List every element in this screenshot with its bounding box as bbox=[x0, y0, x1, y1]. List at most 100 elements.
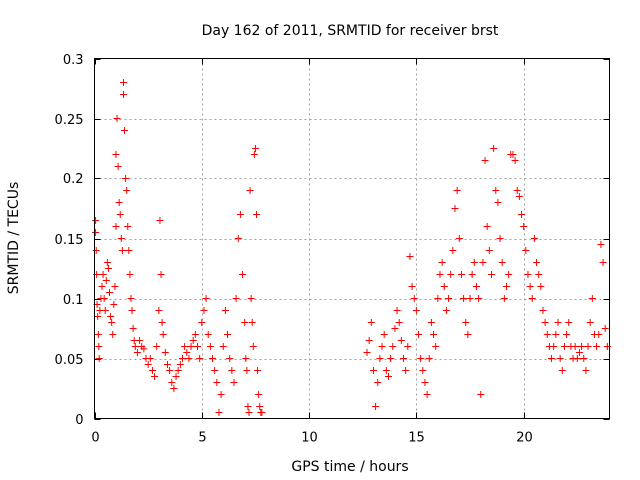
data-point bbox=[157, 271, 165, 278]
data-point bbox=[425, 355, 433, 362]
data-point bbox=[492, 187, 500, 194]
data-point bbox=[115, 199, 123, 206]
data-point bbox=[228, 367, 236, 374]
data-point bbox=[421, 379, 429, 386]
data-point bbox=[453, 187, 461, 194]
data-point bbox=[432, 343, 440, 350]
data-point bbox=[254, 367, 262, 374]
data-point bbox=[550, 343, 558, 350]
data-point bbox=[161, 349, 169, 356]
data-point bbox=[117, 235, 125, 242]
data-point bbox=[198, 319, 206, 326]
data-point bbox=[451, 205, 459, 212]
data-point bbox=[114, 163, 122, 170]
data-point bbox=[191, 331, 199, 338]
data-point bbox=[246, 187, 254, 194]
data-point bbox=[530, 235, 538, 242]
x-tick-labels: 0 5 10 15 20 bbox=[91, 431, 532, 446]
data-point bbox=[513, 187, 521, 194]
data-point bbox=[477, 391, 485, 398]
data-point bbox=[178, 355, 186, 362]
y-tick-label: 0.15 bbox=[55, 233, 84, 248]
data-point bbox=[391, 325, 399, 332]
x-tick-label: 15 bbox=[408, 431, 425, 446]
data-point bbox=[166, 367, 174, 374]
data-point bbox=[107, 313, 115, 320]
data-point bbox=[183, 349, 191, 356]
data-point bbox=[402, 367, 410, 374]
data-point bbox=[181, 343, 189, 350]
data-point bbox=[575, 349, 583, 356]
data-point bbox=[122, 175, 130, 182]
data-points bbox=[92, 79, 611, 416]
data-point bbox=[255, 391, 263, 398]
x-axis-label: GPS time / hours bbox=[291, 459, 408, 475]
x-tick-label: 10 bbox=[301, 431, 318, 446]
data-point bbox=[560, 343, 568, 350]
data-point bbox=[595, 331, 603, 338]
data-point bbox=[194, 343, 201, 350]
data-point bbox=[156, 217, 164, 224]
data-point bbox=[153, 343, 161, 350]
data-point bbox=[522, 247, 530, 254]
data-point bbox=[112, 223, 120, 230]
data-point bbox=[485, 247, 493, 254]
data-point bbox=[533, 259, 541, 266]
data-point bbox=[163, 361, 171, 368]
data-point bbox=[92, 217, 100, 224]
data-point bbox=[541, 319, 549, 326]
data-point bbox=[253, 211, 261, 218]
data-point bbox=[455, 235, 463, 242]
data-point bbox=[103, 259, 111, 266]
data-point bbox=[234, 235, 242, 242]
data-point bbox=[470, 259, 478, 266]
data-point bbox=[363, 349, 371, 356]
data-point bbox=[556, 355, 564, 362]
data-point bbox=[92, 229, 100, 236]
data-point bbox=[174, 367, 182, 374]
data-point bbox=[387, 355, 395, 362]
data-point bbox=[552, 331, 560, 338]
data-point bbox=[95, 355, 103, 362]
data-point bbox=[94, 331, 102, 338]
data-point bbox=[367, 319, 375, 326]
data-point bbox=[239, 271, 247, 278]
data-point bbox=[125, 247, 133, 254]
data-point bbox=[128, 307, 136, 314]
y-tick-labels: 0 0.05 0.1 0.15 0.2 0.25 0.3 bbox=[55, 53, 84, 428]
data-point bbox=[505, 271, 513, 278]
data-point bbox=[490, 145, 498, 152]
data-point bbox=[189, 337, 197, 344]
data-point bbox=[168, 379, 176, 386]
data-point bbox=[400, 355, 407, 362]
data-point bbox=[151, 373, 159, 380]
data-point bbox=[464, 331, 472, 338]
data-point bbox=[121, 127, 129, 134]
y-axis-label: SRMTID / TECUs bbox=[6, 182, 22, 295]
data-point bbox=[571, 343, 579, 350]
y-tick-label: 0 bbox=[75, 413, 83, 428]
data-point bbox=[408, 283, 416, 290]
data-point bbox=[582, 367, 590, 374]
data-point bbox=[430, 331, 438, 338]
y-tick-label: 0.25 bbox=[55, 113, 84, 128]
y-tick-label: 0.05 bbox=[55, 353, 84, 368]
data-point bbox=[140, 345, 148, 353]
data-point bbox=[131, 343, 139, 350]
grid bbox=[94, 58, 610, 419]
data-point bbox=[256, 403, 264, 410]
data-point bbox=[104, 265, 112, 272]
data-point bbox=[119, 79, 127, 86]
data-point bbox=[389, 343, 397, 350]
data-point bbox=[170, 385, 178, 392]
data-point bbox=[241, 319, 249, 326]
data-point bbox=[543, 331, 551, 338]
data-point bbox=[215, 409, 223, 416]
data-point bbox=[365, 337, 373, 344]
data-point bbox=[196, 355, 204, 362]
data-point bbox=[487, 271, 495, 278]
data-point bbox=[558, 367, 566, 374]
data-point bbox=[113, 115, 121, 122]
data-point bbox=[397, 337, 405, 344]
